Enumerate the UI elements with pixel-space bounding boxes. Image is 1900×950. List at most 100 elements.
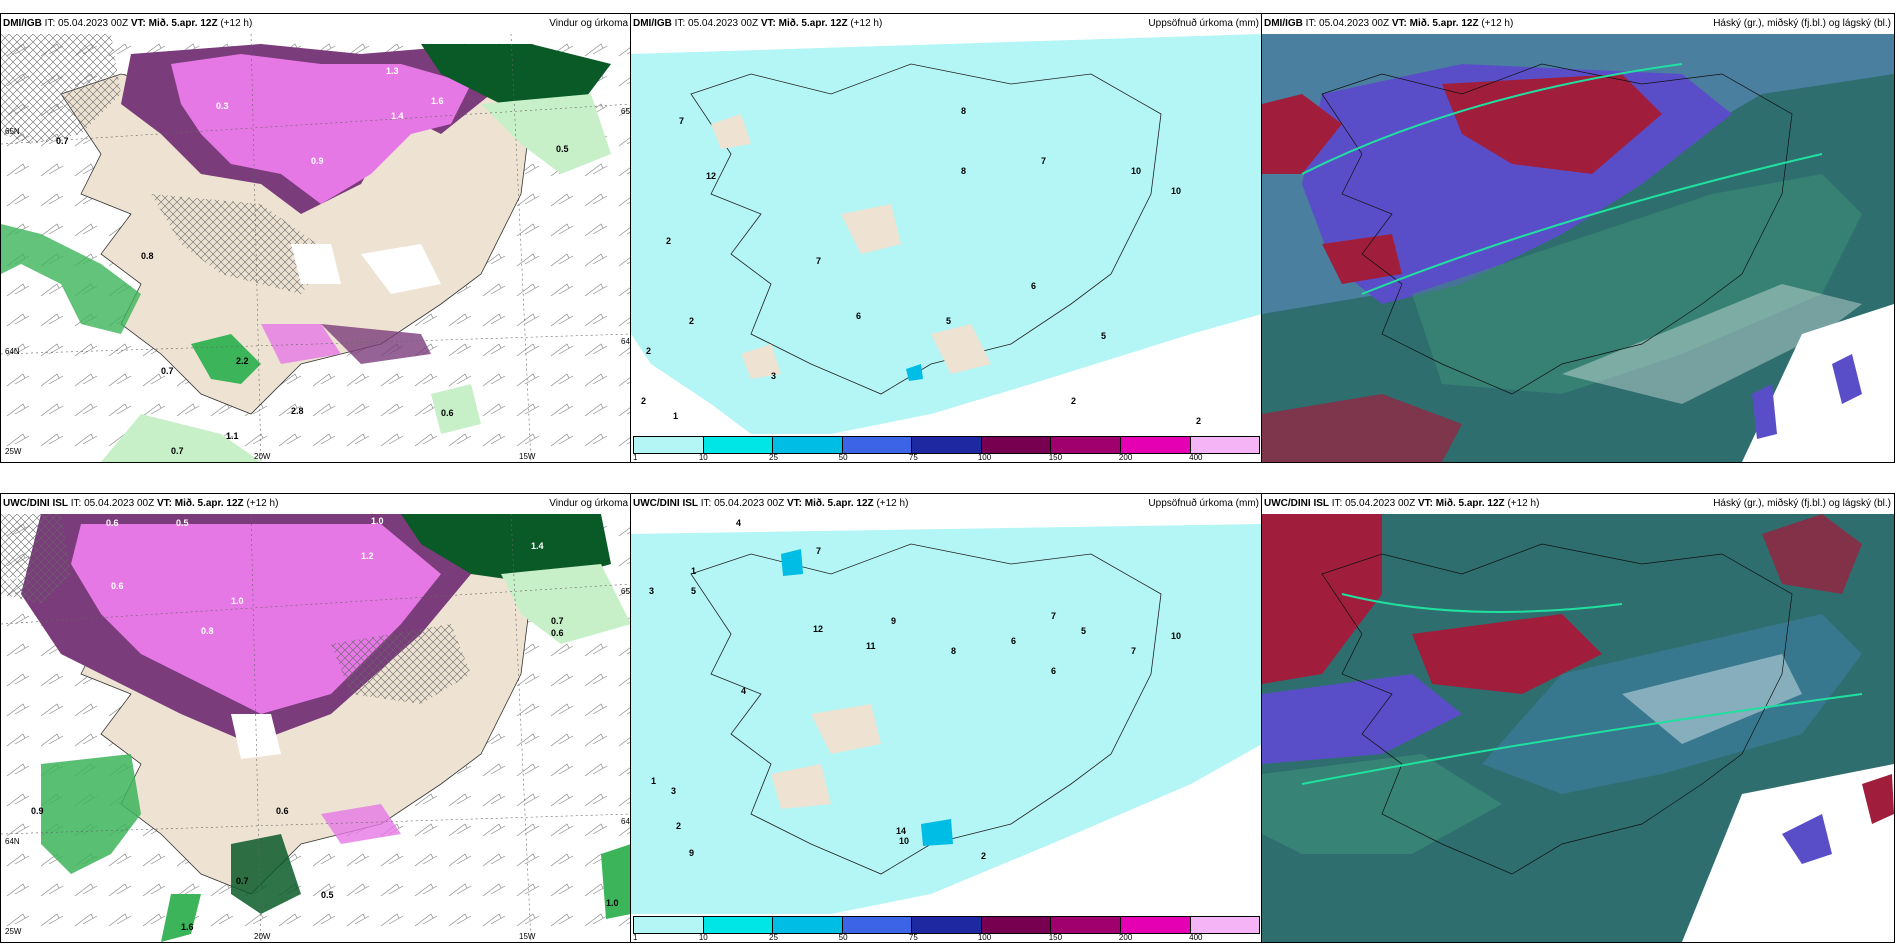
precip-value: 0.7 [6,576,19,586]
colorbar-swatch [634,437,704,453]
accum-value: 2 [1196,416,1201,426]
accum-value: 8 [961,106,966,116]
lead-time: (+12 h) [850,18,883,29]
accum-value: 1 [651,776,656,786]
precip-value: 1.2 [361,551,374,561]
panel-header: DMI/IGB IT: 05.04.2023 00Z VT: Mið. 5.ap… [1262,14,1894,34]
lon-label-25w: 25W [5,927,22,936]
precip-colorbar: 1 10 25 50 75 100 150 200 400 [631,914,1262,942]
precip-value: 0.6 [106,518,119,528]
lon-label-20w: 20W [254,452,271,461]
colorbar-swatch [842,437,913,453]
precip-value: 0.8 [141,251,154,261]
valid-label: VT: [156,498,172,509]
precip-value: 0.7 [551,616,564,626]
issue-time: 05.04.2023 00Z [1345,498,1416,509]
colorbar-label: 150 [1048,453,1063,462]
colorbar-label: 10 [698,453,708,462]
colorbar-swatch [1051,437,1121,453]
lat-label-64n: 64N [5,837,20,846]
valid-label: VT: [760,18,776,29]
colorbar-swatches [633,916,1260,934]
panel-header: UWC/DINI ISL IT: 05.04.2023 00Z VT: Mið.… [1262,494,1894,514]
model-name: UWC/DINI ISL [3,498,68,509]
colorbar-label: 400 [1189,933,1203,942]
colorbar-swatch [912,917,982,933]
accum-value: 9 [891,616,896,626]
precip-value: 2.2 [236,356,249,366]
colorbar-swatch [1051,917,1121,933]
accum-value: 3 [649,586,654,596]
valid-time: Mið. 5.apr. 12Z [174,498,244,509]
issue-label: IT: [70,498,82,509]
precip-value: 0.5 [556,144,569,154]
precip-value: 0.9 [31,806,44,816]
precip-colorbar: 1 10 25 50 75 100 150 200 400 [631,434,1262,462]
accum-value: 5 [946,316,951,326]
model-name: UWC/DINI ISL [1264,498,1329,509]
valid-label: VT: [786,498,802,509]
valid-label: VT: [130,18,146,29]
accum-precip-map: 7 12 8 7 10 10 8 7 6 5 2 2 2 2 1 3 6 5 2… [631,34,1262,434]
panel-uwc-clouds: UWC/DINI ISL IT: 05.04.2023 00Z VT: Mið.… [1261,493,1895,943]
panel-header: DMI/IGB IT: 05.04.2023 00Z VT: Mið. 5.ap… [631,14,1262,34]
lat-label-65n-right: 65N [621,587,631,596]
issue-label: IT: [674,18,686,29]
colorbar-swatch [1120,917,1191,933]
accum-value: 10 [899,836,909,846]
model-name: DMI/IGB [1264,18,1303,29]
accum-value: 1 [691,566,696,576]
panel-title: Háský (gr.), miðský (fj.bl.) og lágský (… [1713,498,1891,509]
accum-value: 7 [1041,156,1046,166]
colorbar-swatch [773,917,843,933]
valid-label: VT: [1391,18,1407,29]
accum-value: 1 [673,411,678,421]
colorbar-labels: 1 10 25 50 75 100 150 200 400 [633,933,1260,942]
accum-value: 2 [676,821,681,831]
precip-value: 0.6 [111,581,124,591]
accum-value: 8 [961,166,966,176]
precip-value: 1.1 [226,431,239,441]
accum-value: 10 [1171,186,1181,196]
colorbar-label: 10 [698,933,708,942]
colorbar-label: 200 [1118,453,1133,462]
issue-label: IT: [700,498,712,509]
colorbar-label: 75 [908,453,918,462]
valid-time: Mið. 5.apr. 12Z [1409,18,1479,29]
precip-value: 0.8 [201,626,214,636]
valid-time: Mið. 5.apr. 12Z [148,18,218,29]
accum-value: 10 [1171,631,1181,641]
accum-value: 7 [1131,646,1136,656]
panel-header: DMI/IGB IT: 05.04.2023 00Z VT: Mið. 5.ap… [1,14,631,34]
precip-value: 0.6 [276,806,289,816]
accum-value: 2 [981,851,986,861]
lead-time: (+12 h) [1507,498,1540,509]
accum-value: 7 [679,116,684,126]
accum-value: 6 [856,311,861,321]
cloud-map [1262,514,1894,942]
lat-label-64n-right: 64N [621,337,631,346]
accum-value: 2 [689,316,694,326]
accum-value: 14 [896,826,906,836]
colorbar-label: 400 [1189,453,1203,462]
lon-label-25w: 25W [5,447,22,456]
panel-dmi-wind-precip: DMI/IGB IT: 05.04.2023 00Z VT: Mið. 5.ap… [0,13,632,463]
precip-value: 1.0 [606,898,619,908]
lead-time: (+12 h) [220,18,253,29]
panel-title: Háský (gr.), miðský (fj.bl.) og lágský (… [1713,18,1891,29]
precip-value: 0.6 [551,628,564,638]
lat-label-64n: 64N [5,347,20,356]
valid-time: Mið. 5.apr. 12Z [1435,498,1505,509]
panel-header: UWC/DINI ISL IT: 05.04.2023 00Z VT: Mið.… [1,494,631,514]
colorbar-label: 25 [769,933,778,942]
accum-precip-map: 4 7 1 3 5 12 11 9 8 7 6 5 10 7 6 4 3 2 1… [631,514,1262,914]
colorbar-label: 100 [977,933,992,942]
wind-precip-map: 20W 15W 25W 65N 64N 64N 0.6 0.5 1.0 1.2 … [1,514,631,942]
issue-time: 05.04.2023 00Z [1319,18,1390,29]
accum-value: 2 [646,346,651,356]
colorbar-swatch [1120,437,1191,453]
lat-label-65n: 65N [5,127,20,136]
lead-time: (+12 h) [1481,18,1514,29]
accum-value: 3 [671,786,676,796]
wind-precip-map: 20W 15W 25W 65N 65N 64N 64N 0.7 0.5 1.3 … [1,34,631,462]
